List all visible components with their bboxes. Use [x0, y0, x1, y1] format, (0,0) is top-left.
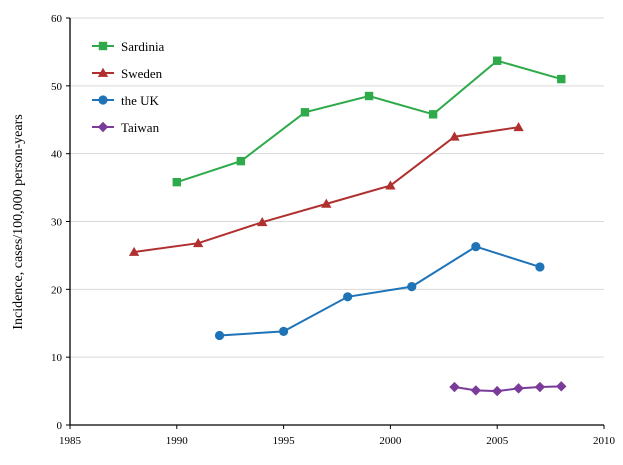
data-point-the-uk-2001 — [407, 282, 417, 292]
x-tick-label-1985: 1985 — [59, 435, 82, 447]
data-point-sweden-1994 — [257, 216, 268, 227]
series-sweden — [128, 122, 524, 256]
data-point-sweden-1991 — [192, 238, 204, 248]
legend-label-the-uk: the UK — [121, 93, 160, 108]
legend-item-the-uk: the UK — [92, 93, 160, 108]
data-point-taiwan-2006 — [513, 383, 524, 394]
x-tick-label-2005: 2005 — [486, 435, 509, 447]
data-point-sweden-2003 — [449, 131, 460, 141]
data-point-the-uk-1998 — [343, 292, 353, 302]
y-tick-label-20: 20 — [51, 284, 63, 296]
data-point-the-uk-2007 — [535, 262, 545, 272]
data-point-sweden-2000 — [385, 180, 396, 190]
axes — [66, 17, 605, 429]
series-sardinia — [172, 56, 566, 187]
data-point-taiwan-2003 — [449, 381, 460, 393]
data-point-sardinia-1996 — [300, 108, 310, 117]
legend-item-taiwan: Taiwan — [92, 120, 160, 135]
series-line-sardinia — [176, 59, 562, 184]
y-tick-label-10: 10 — [51, 352, 63, 364]
legend-label-sweden: Sweden — [121, 66, 163, 81]
data-point-the-uk-1995 — [279, 326, 289, 336]
data-point-sardinia-1990 — [172, 177, 181, 187]
data-point-the-uk-1992 — [214, 330, 225, 341]
y-axis-label: Incidence, cases/100,000 person-years — [11, 114, 26, 329]
y-tick-label-40: 40 — [51, 149, 63, 161]
x-tick-label-1995: 1995 — [273, 435, 296, 447]
data-point-sardinia-2005 — [493, 56, 502, 65]
data-point-sardinia-2008 — [557, 74, 566, 84]
series-group — [128, 56, 567, 397]
y-tick-label-50: 50 — [51, 81, 63, 93]
series-the-uk — [214, 241, 545, 341]
legend-item-sardinia: Sardinia — [92, 39, 165, 54]
legend-item-sweden: Sweden — [92, 66, 163, 81]
y-tick-label-0: 0 — [57, 420, 63, 432]
data-point-taiwan-2007 — [534, 381, 546, 393]
y-tick-label-30: 30 — [51, 217, 63, 229]
data-point-sweden-2006 — [513, 122, 524, 132]
x-tick-label-2010: 2010 — [593, 435, 616, 447]
series-line-taiwan — [454, 385, 562, 393]
data-point-sardinia-1999 — [364, 91, 374, 101]
grid-lines — [70, 17, 604, 358]
data-point-sardinia-2002 — [428, 110, 438, 119]
series-line-the-uk — [219, 245, 541, 337]
data-point-the-uk-2004 — [471, 241, 481, 252]
data-point-sardinia-1993 — [236, 156, 246, 166]
x-tick-label-1990: 1990 — [166, 435, 189, 447]
tick-labels: 0 10 20 30 40 50 60 1985 1990 1995 2000 2005 2010 — [51, 13, 616, 447]
legend-label-taiwan: Taiwan — [121, 120, 160, 135]
legend-marker-taiwan — [97, 121, 109, 133]
legend-label-sardinia: Sardinia — [121, 39, 165, 54]
data-point-taiwan-2004 — [470, 385, 482, 396]
legend: Sardinia Sweden the UK Taiwan — [92, 39, 165, 135]
legend-marker-the-uk — [98, 95, 108, 105]
x-tick-label-2000: 2000 — [379, 435, 402, 447]
data-point-sweden-1988 — [128, 246, 140, 256]
data-point-taiwan-2008 — [556, 381, 567, 392]
y-tick-label-60: 60 — [51, 13, 63, 25]
data-point-sweden-1997 — [321, 198, 332, 208]
series-taiwan — [449, 381, 567, 397]
legend-marker-sweden — [97, 67, 109, 77]
legend-marker-sardinia — [98, 41, 108, 51]
series-line-sweden — [133, 126, 519, 254]
data-point-taiwan-2005 — [492, 385, 503, 397]
